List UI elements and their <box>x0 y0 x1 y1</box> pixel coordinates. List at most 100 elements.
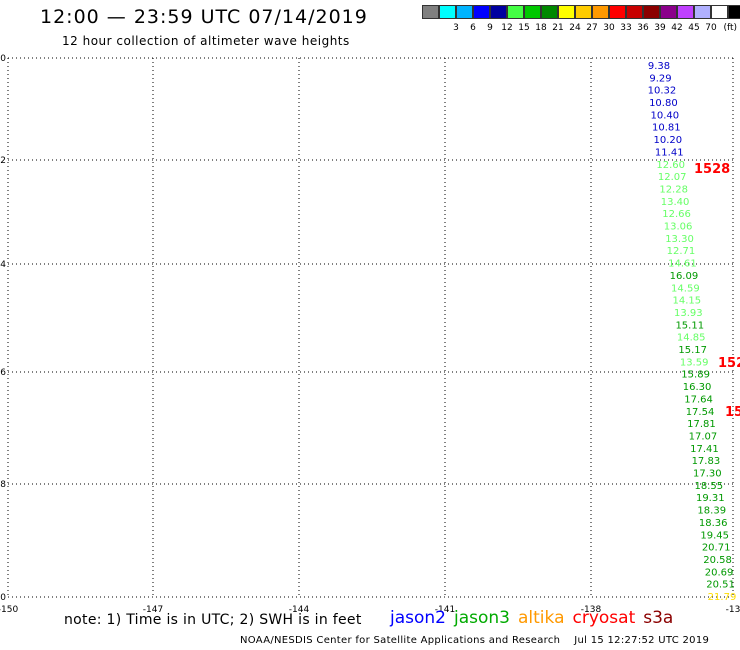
wave-height-label: 11.41 <box>655 147 684 158</box>
color-swatch <box>728 5 740 19</box>
track-time-label: 1528 <box>694 162 730 177</box>
latitude-label: -48 <box>0 480 6 490</box>
wave-height-label: 21.79 <box>708 592 737 603</box>
wave-height-label: 10.81 <box>652 123 681 134</box>
wave-height-label: 10.20 <box>653 135 682 146</box>
wave-height-label: 20.58 <box>703 555 732 566</box>
color-swatch <box>524 5 541 19</box>
color-swatch <box>643 5 660 19</box>
satellite-legend-item: altika <box>518 608 565 628</box>
chart-title: 12:00 — 23:59 UTC 07/14/2019 <box>40 6 368 28</box>
wave-height-label: 18.55 <box>694 481 723 492</box>
wave-height-label: 17.64 <box>684 394 713 405</box>
wave-height-label: 17.30 <box>693 469 722 480</box>
color-scale-label: 30 <box>603 23 615 33</box>
wave-height-label: 20.69 <box>705 567 734 578</box>
color-scale-label: 3 <box>453 23 459 33</box>
color-swatch <box>609 5 626 19</box>
color-scale-label: 15 <box>518 23 530 33</box>
color-scale-label: 6 <box>470 23 476 33</box>
color-scale-label: 12 <box>501 23 513 33</box>
latitude-label: -46 <box>0 368 6 378</box>
longitude-label: -13 <box>726 605 740 615</box>
wave-height-label: 14.85 <box>677 333 706 344</box>
wave-height-label: 9.38 <box>648 61 670 72</box>
color-scale-label: 33 <box>620 23 632 33</box>
color-swatch <box>711 5 728 19</box>
wave-height-label: 10.80 <box>649 98 678 109</box>
wave-height-label: 12.07 <box>658 172 687 183</box>
wave-height-label: 13.59 <box>680 357 709 368</box>
track-time-label: 152 <box>718 356 740 371</box>
color-scale-label: 27 <box>586 23 598 33</box>
wave-height-label: 12.71 <box>667 246 696 257</box>
wave-height-label: 18.39 <box>697 506 726 517</box>
wave-height-label: 20.71 <box>702 543 731 554</box>
color-swatch <box>422 5 439 19</box>
wave-height-label: 12.60 <box>656 160 685 171</box>
latitude-label: -50 <box>0 593 6 603</box>
wave-height-label: 14.15 <box>673 296 702 307</box>
wave-height-label: 17.83 <box>692 456 721 467</box>
wave-height-label: 13.30 <box>665 234 694 245</box>
units-note: note: 1) Time is in UTC; 2) SWH is in fe… <box>64 612 362 628</box>
latitude-label: -40 <box>0 54 6 64</box>
satellite-legend-item: cryosat <box>572 608 636 628</box>
credit-org: NOAA/NESDIS Center for Satellite Applica… <box>240 635 561 646</box>
color-scale-label: 39 <box>654 23 666 33</box>
longitude-label: -147 <box>143 605 163 615</box>
color-scale-label: 36 <box>637 23 649 33</box>
color-swatch <box>456 5 473 19</box>
color-swatch <box>558 5 575 19</box>
color-swatch <box>694 5 711 19</box>
wave-height-label: 14.61 <box>668 259 697 270</box>
color-scale-label: 18 <box>535 23 547 33</box>
longitude-label: -141 <box>435 605 455 615</box>
wave-height-label: 10.32 <box>648 86 677 97</box>
wave-height-label: 15.89 <box>681 370 710 381</box>
color-swatch <box>626 5 643 19</box>
wave-height-label: 14.59 <box>671 283 700 294</box>
color-swatch <box>660 5 677 19</box>
wave-height-label: 18.36 <box>699 518 728 529</box>
color-scale-label: 70 <box>705 23 717 33</box>
wave-height-label: 17.07 <box>689 431 718 442</box>
wave-height-label: 17.54 <box>686 407 715 418</box>
longitude-label: -150 <box>0 605 18 615</box>
satellite-legend-item: s3a <box>643 608 674 628</box>
track-time-label: 15 <box>725 405 740 420</box>
wave-height-label: 12.66 <box>662 209 691 220</box>
chart-subtitle: 12 hour collection of altimeter wave hei… <box>62 34 350 48</box>
wave-height-label: 13.40 <box>661 197 690 208</box>
wave-height-label: 17.41 <box>690 444 719 455</box>
color-swatch <box>677 5 694 19</box>
color-swatch <box>439 5 456 19</box>
wave-height-label: 20.51 <box>706 580 735 591</box>
color-scale-label: 45 <box>688 23 700 33</box>
wave-height-label: 16.30 <box>683 382 712 393</box>
wave-height-label: 10.40 <box>651 110 680 121</box>
color-swatch <box>541 5 558 19</box>
color-swatch <box>473 5 490 19</box>
color-scale-label: 21 <box>552 23 564 33</box>
wave-height-label: 16.09 <box>670 271 699 282</box>
color-scale-label: 24 <box>569 23 581 33</box>
wave-height-label: 13.06 <box>664 222 693 233</box>
color-swatch <box>490 5 507 19</box>
satellite-legend-item: jason2 <box>390 608 446 628</box>
wave-height-label: 12.28 <box>659 184 688 195</box>
satellite-legend-item: jason3 <box>454 608 510 628</box>
latitude-label: -44 <box>0 260 6 270</box>
color-scale-label: 42 <box>671 23 683 33</box>
longitude-label: -138 <box>581 605 602 615</box>
color-swatch <box>575 5 592 19</box>
credit-line: NOAA/NESDIS Center for Satellite Applica… <box>240 635 709 646</box>
satellite-legend: jason2 jason3 altika cryosat s3a <box>390 608 681 628</box>
wave-height-label: 17.81 <box>687 419 716 430</box>
color-swatch <box>592 5 609 19</box>
wave-height-label: 9.29 <box>649 73 671 84</box>
color-swatch <box>507 5 524 19</box>
color-scale-label: 9 <box>487 23 493 33</box>
wave-height-label: 19.45 <box>700 530 729 541</box>
